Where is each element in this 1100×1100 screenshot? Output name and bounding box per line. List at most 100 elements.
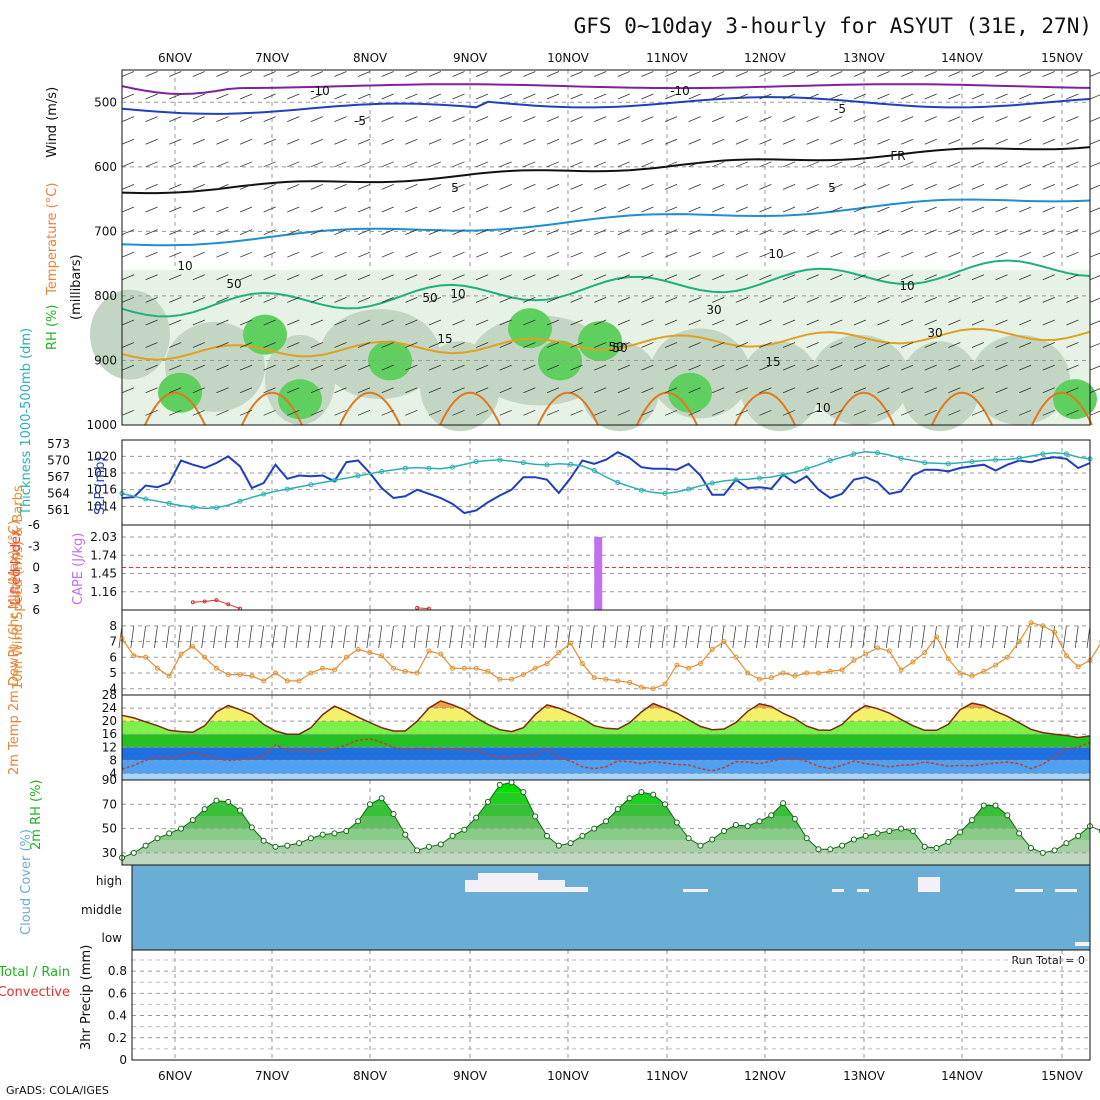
wind-barb — [499, 116, 512, 123]
wind-barb-10m — [378, 625, 383, 649]
rh-marker — [815, 846, 822, 853]
wind-barb — [1066, 206, 1079, 213]
wind-barb-10m — [236, 625, 241, 649]
wind-barb — [145, 161, 158, 168]
wind-barb — [381, 387, 394, 394]
rh-marker — [850, 836, 857, 843]
slp-thickness-panel: 1014 1016 1018 1020 561 564 567 570 573 Thickness… — [19, 328, 1093, 517]
temp-ylabel: 2m Temp 2m DewPt (6hr Min/Max) (°C) — [7, 520, 22, 775]
wind-barb — [570, 342, 583, 348]
wind-speed-marker — [768, 675, 774, 681]
wind-barb-10m — [791, 625, 796, 649]
wind-barb — [971, 342, 985, 348]
wind-barb — [546, 409, 560, 416]
wind-barb — [263, 364, 276, 371]
wind-speed-marker — [438, 651, 444, 657]
wind-speed-marker — [544, 661, 550, 667]
lifted-index-marker — [415, 605, 420, 610]
wind-barb — [830, 274, 843, 281]
wind-barb — [239, 116, 253, 123]
wind-barb — [192, 387, 205, 394]
high-cloud-block — [857, 889, 869, 892]
wind-speed-marker — [1028, 620, 1034, 626]
wind-barb — [806, 251, 819, 258]
wind-barb — [1089, 342, 1100, 348]
wind-barb — [641, 206, 654, 213]
wind-barb-10m — [1003, 625, 1008, 649]
wind-speed-marker — [851, 657, 857, 663]
date-label-top: 15NOV — [1041, 51, 1083, 65]
li-tick-label: -3 — [28, 539, 40, 553]
wind-barb — [499, 409, 512, 416]
wind-barb-10m — [213, 625, 217, 649]
wind-barb — [570, 229, 583, 235]
wind-barb — [287, 161, 300, 168]
wind-barb — [169, 364, 182, 371]
wind-barb — [475, 206, 489, 213]
wind-barb — [381, 319, 394, 326]
wind-barb — [806, 138, 819, 145]
wind-barb — [688, 93, 701, 100]
thickness-tick-label: 567 — [47, 470, 70, 484]
thickness-marker — [450, 464, 456, 470]
wind-barb-10m — [142, 625, 147, 649]
wind-barb-10m — [673, 625, 678, 649]
surface-temp-arc — [339, 391, 401, 426]
wind-barb — [1066, 251, 1079, 258]
wind-barb — [782, 251, 796, 258]
rh-marker — [154, 835, 161, 842]
wind-barb — [1019, 161, 1032, 168]
wind-barb — [877, 251, 890, 258]
wind-barb — [971, 161, 985, 168]
wind-barb-10m — [602, 625, 607, 649]
wind-speed-marker — [1004, 654, 1010, 660]
wind-barb — [594, 409, 607, 416]
wind-barb — [570, 184, 583, 190]
wind-barb — [570, 274, 583, 281]
wind-barb — [1089, 139, 1100, 145]
wind-barb-10m — [248, 625, 253, 649]
wind-barb — [1042, 319, 1055, 326]
wind-barb — [121, 274, 135, 281]
wind-barb — [357, 364, 371, 371]
date-label-bottom: 8NOV — [353, 1069, 388, 1083]
wind-barb-10m — [1062, 625, 1067, 649]
surface-temp-arc — [931, 391, 993, 426]
wind-speed-marker — [556, 650, 562, 656]
contour-label: 15 — [437, 332, 452, 346]
wind-barb — [1089, 410, 1100, 416]
wind-barb — [617, 319, 630, 326]
date-label-top: 9NOV — [453, 51, 488, 65]
wind-barb-10m — [1039, 625, 1044, 649]
rh-marker — [201, 806, 208, 813]
wind-barb — [1089, 207, 1100, 213]
wind-barb — [948, 161, 961, 168]
wind-barb — [712, 409, 725, 416]
wind-barb — [759, 138, 772, 145]
wind-barb — [334, 409, 347, 416]
wind-speed-marker — [993, 662, 999, 668]
wind-barb — [924, 138, 937, 145]
wind-barb — [405, 138, 418, 145]
wind-barb — [853, 387, 867, 394]
wind-barb — [830, 251, 843, 258]
wind-barb — [830, 93, 843, 100]
pressure-tick-label: 600 — [94, 160, 117, 174]
date-label-bottom: 12NOV — [744, 1069, 786, 1083]
wind-barb-10m — [555, 625, 560, 649]
wind-barb — [664, 296, 678, 303]
wind-barb — [121, 387, 135, 394]
wind-barb — [877, 296, 890, 303]
wind-barb — [877, 138, 890, 145]
wind-barb-10m — [874, 625, 878, 649]
wind-barb — [971, 251, 985, 258]
rh-ylabel-g: 2m RH (%) — [29, 779, 44, 850]
wind-barb — [216, 93, 229, 100]
surface-temp-arc — [1031, 391, 1093, 426]
cape-tick-label: 1.16 — [90, 585, 117, 599]
wind-barb — [428, 274, 442, 281]
high-cloud-block — [683, 889, 708, 892]
wind-barb — [334, 319, 347, 326]
cloud-level-label: low — [102, 931, 123, 945]
wind-barb — [1042, 409, 1055, 416]
